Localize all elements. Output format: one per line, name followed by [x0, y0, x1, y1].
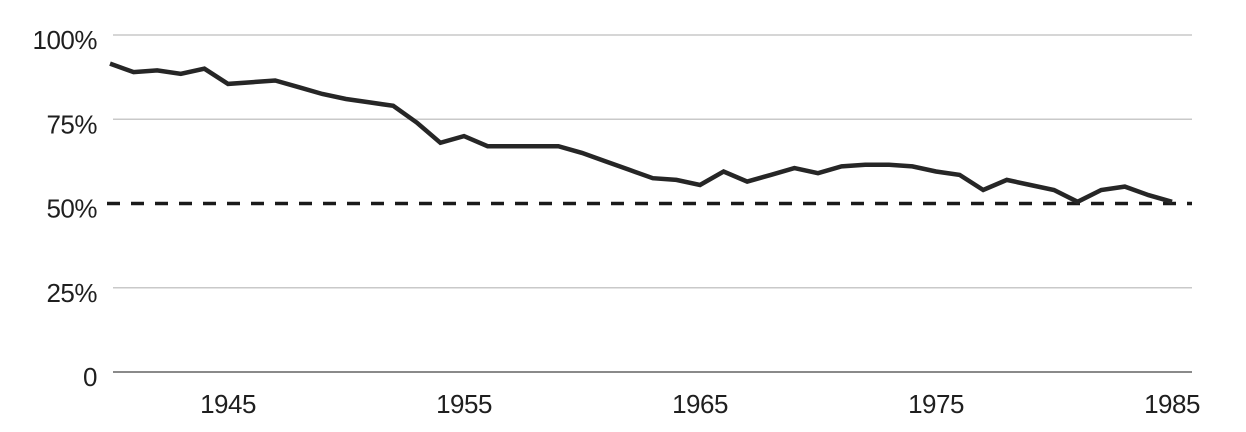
y-tick-label-0: 0 [83, 362, 97, 392]
y-tick-label-25: 25% [46, 278, 97, 308]
x-tick-label-1985: 1985 [1144, 389, 1200, 419]
x-tick-label-1975: 1975 [908, 389, 964, 419]
y-tick-label-75: 75% [46, 109, 97, 139]
x-tick-label-1955: 1955 [436, 389, 492, 419]
y-tick-label-100: 100% [33, 25, 98, 55]
data-line [109, 61, 1173, 205]
x-tick-label-1965: 1965 [672, 389, 728, 419]
y-tick-label-50: 50% [46, 194, 97, 224]
x-tick-label-1945: 1945 [200, 389, 256, 419]
